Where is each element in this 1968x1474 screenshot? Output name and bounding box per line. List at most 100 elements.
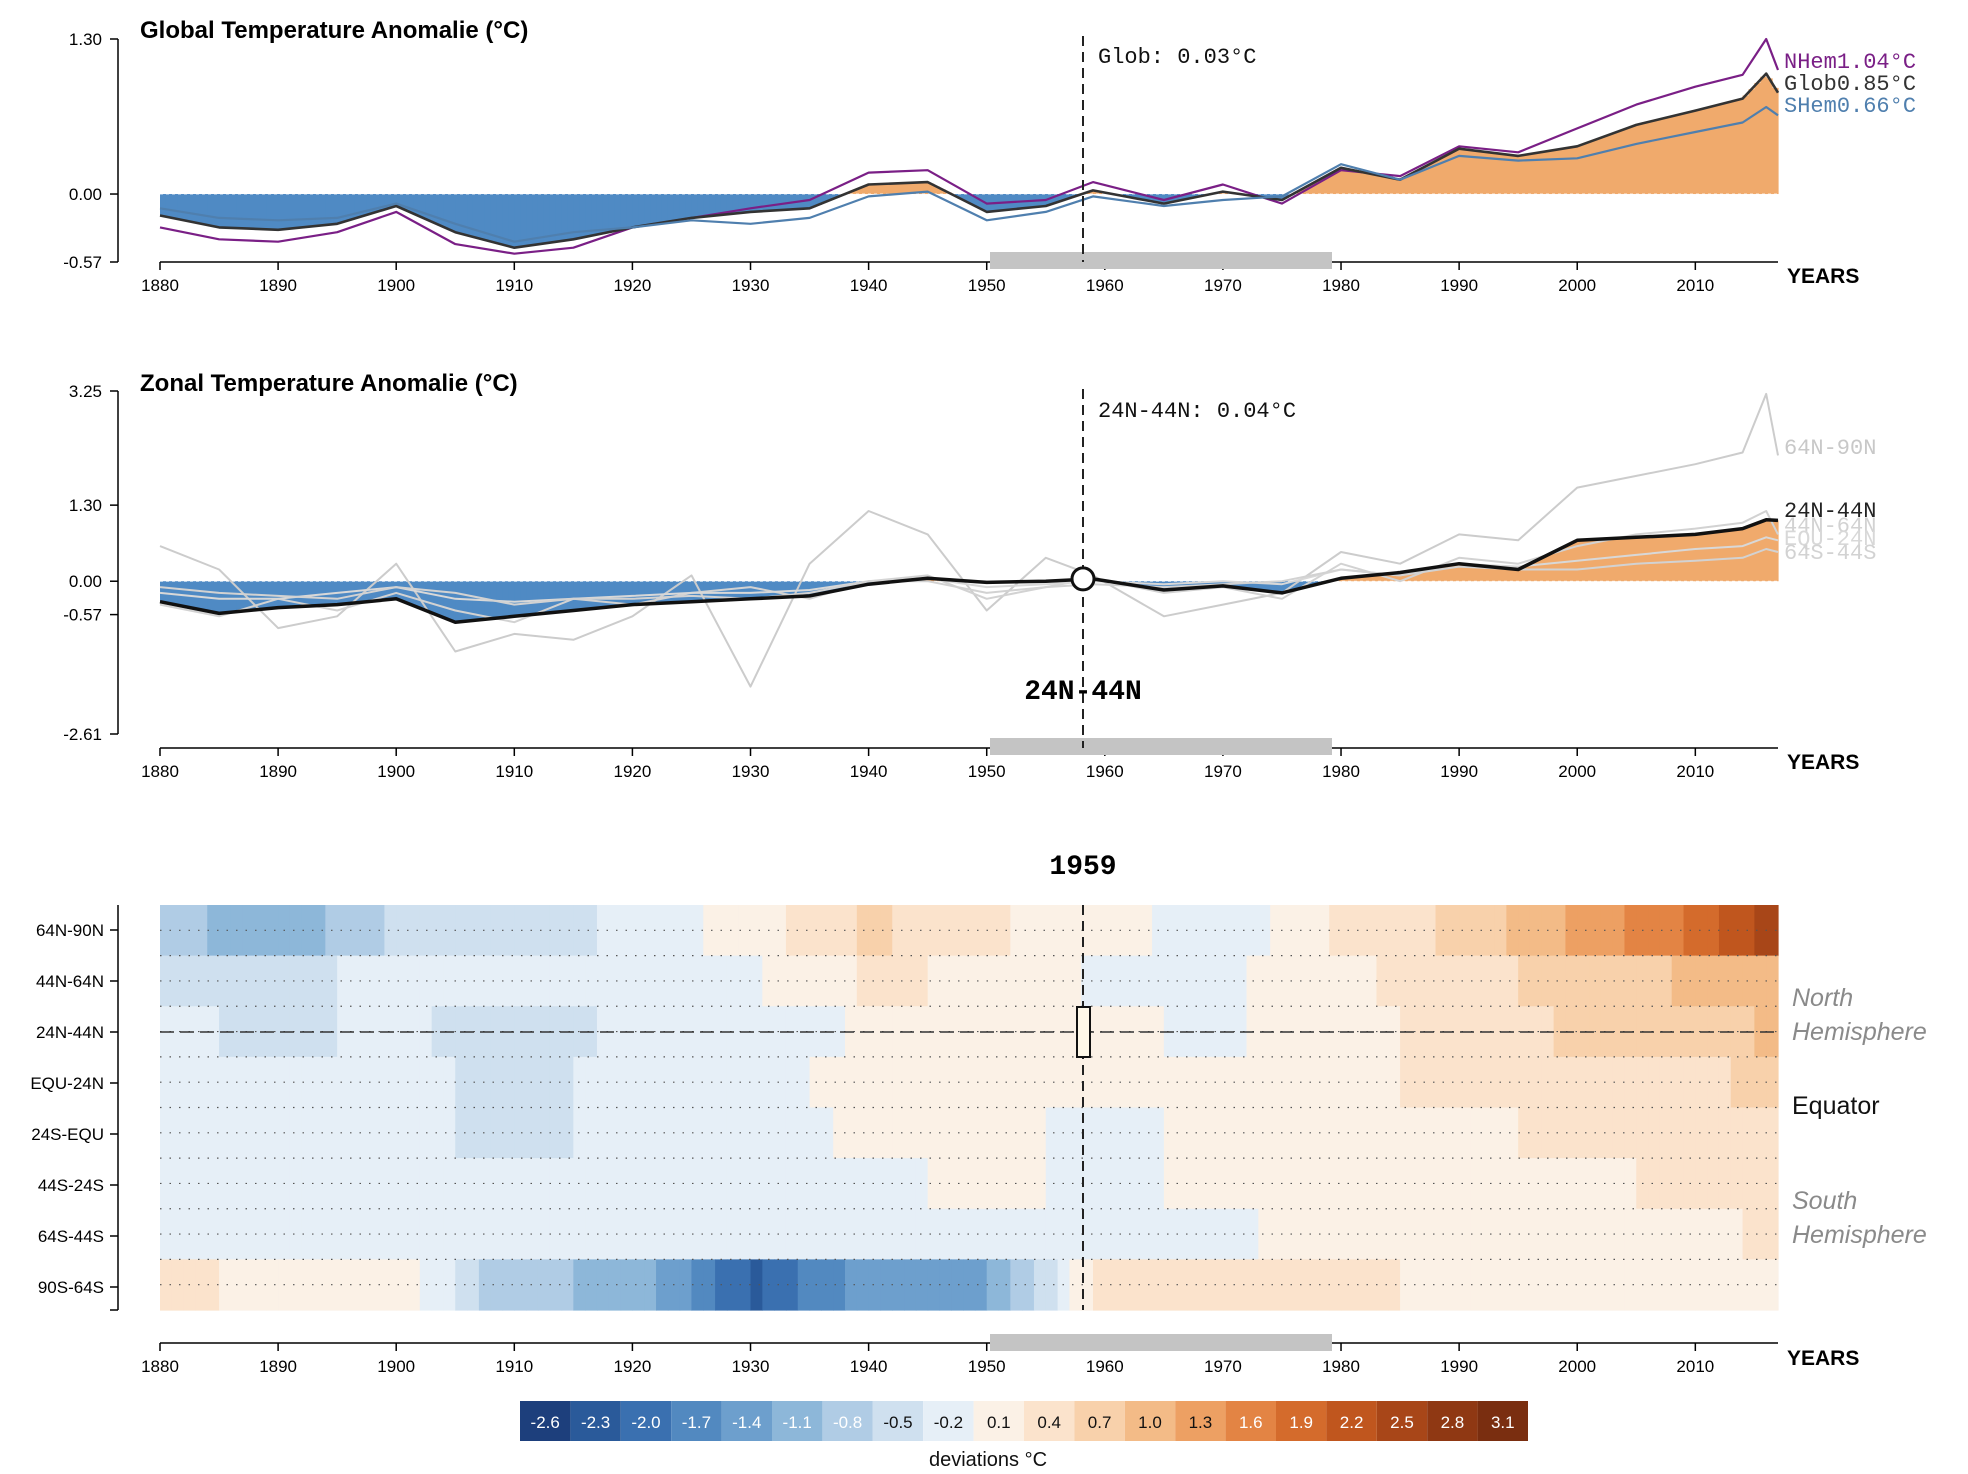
heatmap-period-brush[interactable] xyxy=(990,1334,1332,1351)
selected-point-marker[interactable] xyxy=(1070,566,1096,592)
global-anomaly-bar xyxy=(1329,172,1336,195)
global-anomaly-bar xyxy=(443,194,450,229)
heatmap-cell xyxy=(1659,1056,1673,1109)
heatmap-cell xyxy=(467,1208,480,1260)
heatmap-cell xyxy=(561,1056,574,1109)
global-plot-area[interactable] xyxy=(159,37,1780,255)
heatmap-cell xyxy=(1329,1158,1342,1210)
zonal-anomaly-bar xyxy=(1677,535,1685,582)
heatmap-cell xyxy=(974,1259,988,1311)
heatmap-cell xyxy=(1163,905,1177,957)
heatmap-cell xyxy=(632,1208,645,1260)
heatmap-cell xyxy=(478,1208,492,1260)
heatmap-cell xyxy=(726,905,740,957)
heatmap-cell xyxy=(821,1056,834,1109)
heatmap-cell xyxy=(1612,1158,1626,1210)
heatmap-cell xyxy=(348,955,362,1007)
heatmap-cell xyxy=(726,955,740,1007)
heatmap-cell xyxy=(549,1158,563,1210)
x-tick-label: 1990 xyxy=(1440,1357,1478,1376)
zonal-anomaly-bar xyxy=(449,581,456,622)
global-anomaly-bar xyxy=(703,194,710,217)
zonal-anomaly-bar xyxy=(738,581,746,600)
heatmap-cell xyxy=(774,905,787,957)
heatmap-cell xyxy=(774,1259,787,1311)
heatmap-cell xyxy=(490,1006,504,1058)
global-anomaly-bar xyxy=(602,194,610,233)
zonal-anomaly-bar xyxy=(1376,574,1383,582)
heatmap-cell xyxy=(1447,1056,1460,1109)
heatmap-cell xyxy=(608,1259,622,1311)
heatmap-cell xyxy=(1707,1208,1720,1260)
heatmap-cell xyxy=(963,1208,976,1260)
zonal-plot-area[interactable] xyxy=(159,392,1779,688)
heatmap-cell xyxy=(254,1208,267,1260)
heatmap-cell xyxy=(868,1107,882,1159)
global-anomaly-bar xyxy=(762,194,769,212)
heatmap-cell xyxy=(1435,1158,1448,1210)
heatmap-cell xyxy=(1695,955,1708,1007)
heatmap-cell xyxy=(467,1107,480,1159)
heatmap-cell xyxy=(1317,1107,1330,1159)
heatmap-cell xyxy=(1400,1056,1413,1109)
legend-value-label: -1.7 xyxy=(682,1413,711,1432)
heatmap-cell xyxy=(844,905,858,957)
heatmap-cell xyxy=(1447,905,1460,957)
heatmap-cell xyxy=(1754,1208,1767,1260)
global-anomaly-bar xyxy=(579,194,586,238)
global-anomaly-bar xyxy=(390,194,397,207)
x-tick-label: 1910 xyxy=(495,1357,533,1376)
zonal-anomaly-bar xyxy=(1400,572,1407,582)
heatmap-selected-cell[interactable] xyxy=(1076,1006,1091,1058)
heatmap-cell xyxy=(514,955,527,1007)
heatmap-cell xyxy=(1140,1158,1153,1210)
heatmap-cell xyxy=(703,1158,716,1210)
heatmap-cell xyxy=(1376,1056,1389,1109)
heatmap-cell xyxy=(892,905,905,957)
global-anomaly-bar xyxy=(868,184,876,195)
heatmap-cell xyxy=(679,905,693,957)
zonal-anomaly-bar xyxy=(608,581,616,607)
global-anomaly-bar xyxy=(715,194,722,216)
heatmap-cell xyxy=(1766,1056,1779,1109)
global-anomaly-bar xyxy=(667,194,675,222)
zonal-anomaly-bar xyxy=(732,581,740,600)
heatmap-cell xyxy=(455,1056,468,1109)
legend-value-label: -2.0 xyxy=(631,1413,660,1432)
heatmap-cells[interactable] xyxy=(160,905,1779,1311)
heatmap-cell xyxy=(1730,1107,1744,1159)
heatmap-cell xyxy=(490,905,504,957)
heatmap-cell xyxy=(1234,905,1248,957)
zonal-anomaly-bar xyxy=(354,581,362,603)
heatmap-cell xyxy=(797,1107,811,1159)
heatmap-cell xyxy=(1518,955,1531,1007)
zonal-anomaly-bar xyxy=(437,581,445,617)
global-period-brush[interactable] xyxy=(990,252,1332,269)
zonal-period-brush[interactable] xyxy=(990,738,1332,755)
zonal-anomaly-bar xyxy=(1565,544,1572,582)
heatmap-cell xyxy=(656,1208,669,1260)
heatmap-cell xyxy=(844,955,858,1007)
heatmap-cell xyxy=(738,955,752,1007)
heatmap-cell xyxy=(963,955,976,1007)
heatmap-cell xyxy=(1376,955,1389,1007)
heatmap-cell xyxy=(797,1259,811,1311)
global-series-glob xyxy=(159,72,1780,249)
zonal-anomaly-bar xyxy=(1742,527,1750,582)
heatmap-cell xyxy=(797,1158,811,1210)
zonal-anomaly-bar xyxy=(1500,568,1507,582)
heatmap-cell xyxy=(726,1208,740,1260)
global-anomaly-bar xyxy=(1358,171,1366,195)
heatmap-cell xyxy=(266,1259,279,1311)
heatmap-cell xyxy=(1175,1107,1189,1159)
zonal-anomaly-bar xyxy=(236,581,244,612)
zonal-anomaly-bar xyxy=(614,581,622,607)
heatmap-cell xyxy=(1624,905,1637,957)
heatmap-cell xyxy=(478,1259,492,1311)
heatmap-cell xyxy=(892,1056,905,1109)
heatmap-cell xyxy=(1648,1259,1661,1311)
heatmap-cell xyxy=(939,1056,952,1109)
heatmap-cell xyxy=(1281,955,1295,1007)
heatmap-cell xyxy=(266,905,279,957)
global-anomaly-bar xyxy=(1051,194,1059,204)
